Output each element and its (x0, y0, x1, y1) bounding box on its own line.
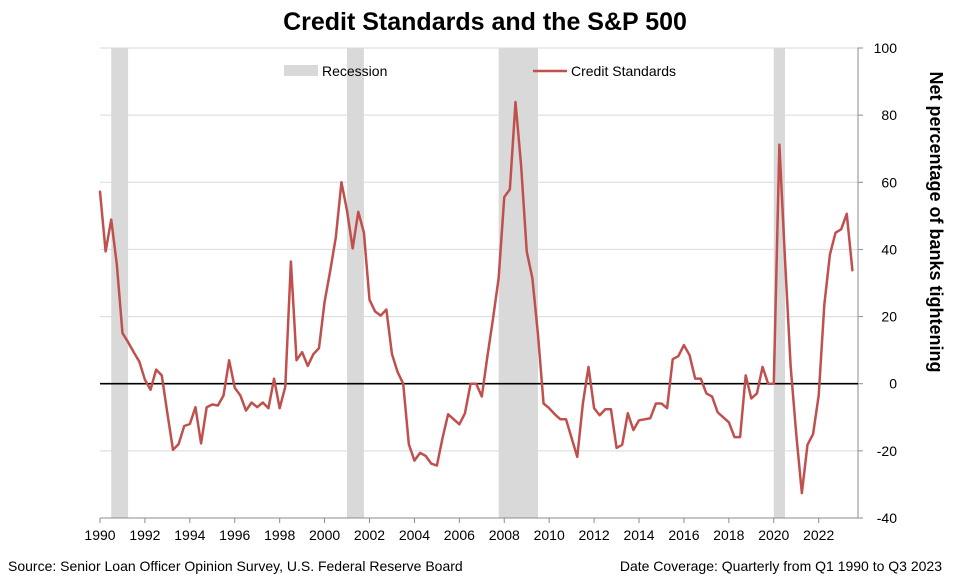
x-tick-label: 2012 (579, 527, 610, 543)
x-tick-label: 2016 (668, 527, 699, 543)
y-tick-label: -40 (877, 510, 897, 526)
series-line-credit-standards (98, 100, 854, 495)
x-tick-label: 2020 (758, 527, 789, 543)
series-layer (98, 100, 854, 495)
recession-band-0 (111, 48, 129, 518)
y-tick-label: 20 (881, 309, 897, 325)
x-tick-label: 2010 (534, 527, 565, 543)
legend-series-label: Credit Standards (571, 63, 676, 79)
coverage-note: Date Coverage: Quarterly from Q1 1990 to… (620, 558, 942, 574)
recession-bands (111, 48, 786, 518)
y-tick-label: 60 (881, 174, 897, 190)
x-tick-label: 1998 (264, 527, 295, 543)
x-tick-label: 2018 (713, 527, 744, 543)
source-note: Source: Senior Loan Officer Opinion Surv… (8, 558, 463, 574)
recession-band-3 (773, 48, 786, 518)
y-tick-label: 0 (889, 376, 897, 392)
chart-title: Credit Standards and the S&P 500 (283, 8, 687, 36)
legend-recession-label: Recession (322, 63, 387, 79)
y-axis: -40 -20 0 20 40 60 80 100 (858, 40, 897, 526)
x-tick-label: 2004 (399, 527, 430, 543)
legend-recession-swatch (284, 65, 318, 76)
x-tick-label: 2002 (354, 527, 385, 543)
x-tick-label: 1990 (84, 527, 115, 543)
x-tick-label: 1994 (174, 527, 205, 543)
y-tick-label: 100 (874, 40, 898, 56)
gridlines (100, 47, 858, 452)
legend: Recession Credit Standards (284, 63, 676, 79)
x-axis: 1990 1992 1994 1996 1998 2000 2002 2004 2006 2008… (84, 518, 834, 543)
x-tick-label: 2022 (803, 527, 834, 543)
x-tick-label: 2008 (489, 527, 520, 543)
y-tick-label: 80 (881, 107, 897, 123)
x-tick-label: 2000 (309, 527, 340, 543)
y-tick-label: 40 (881, 241, 897, 257)
y-axis-label: Net percentage of banks tightening (926, 71, 946, 372)
x-tick-label: 1992 (129, 527, 160, 543)
x-tick-label: 2006 (444, 527, 475, 543)
x-tick-label: 1996 (219, 527, 250, 543)
y-tick-label: -20 (877, 443, 897, 459)
x-tick-label: 2014 (623, 527, 654, 543)
recession-band-1 (347, 48, 364, 518)
